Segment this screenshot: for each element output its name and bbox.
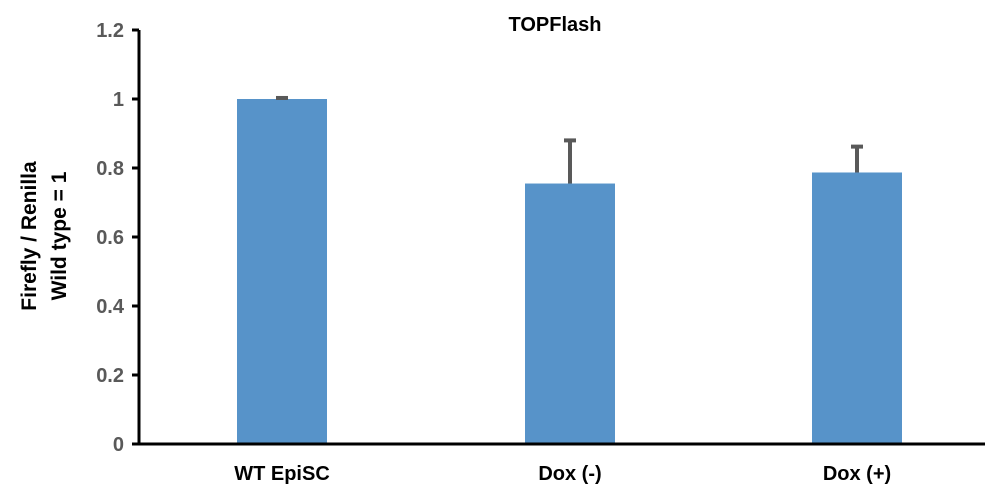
y-tick-label-0: 0 xyxy=(113,434,124,456)
error-bar-1 xyxy=(564,138,576,184)
y-tick-label-5: 1 xyxy=(113,89,124,111)
y-tick-label-2: 0.4 xyxy=(96,296,125,318)
error-bar-2 xyxy=(851,144,863,173)
y-tick-label-6: 1.2 xyxy=(96,20,124,42)
y-axis-label-line-2: Wild type = 1 xyxy=(48,171,71,300)
x-tick-label-0: WT EpiSC xyxy=(234,463,330,485)
x-tick-label-2: Dox (+) xyxy=(823,463,891,485)
y-tick-label-1: 0.2 xyxy=(96,365,124,387)
chart-title: TOPFlash xyxy=(509,14,602,36)
y-axis-label: Firefly / Renilla Wild type = 1 xyxy=(18,161,71,311)
error-bar-0 xyxy=(276,95,288,100)
bar-1 xyxy=(525,183,615,444)
x-tick-label-1: Dox (-) xyxy=(538,463,601,485)
bar-2 xyxy=(812,172,902,445)
y-tick-label-3: 0.6 xyxy=(96,227,124,249)
bar-0 xyxy=(237,99,327,444)
y-tick-label-4: 0.8 xyxy=(96,158,124,180)
y-axis-label-line-1: Firefly / Renilla xyxy=(18,161,41,311)
plot-area: 0 0.2 0.4 0.6 0.8 1 1.2 WT EpiSC Dox (-) Dox (+) xyxy=(96,20,985,485)
